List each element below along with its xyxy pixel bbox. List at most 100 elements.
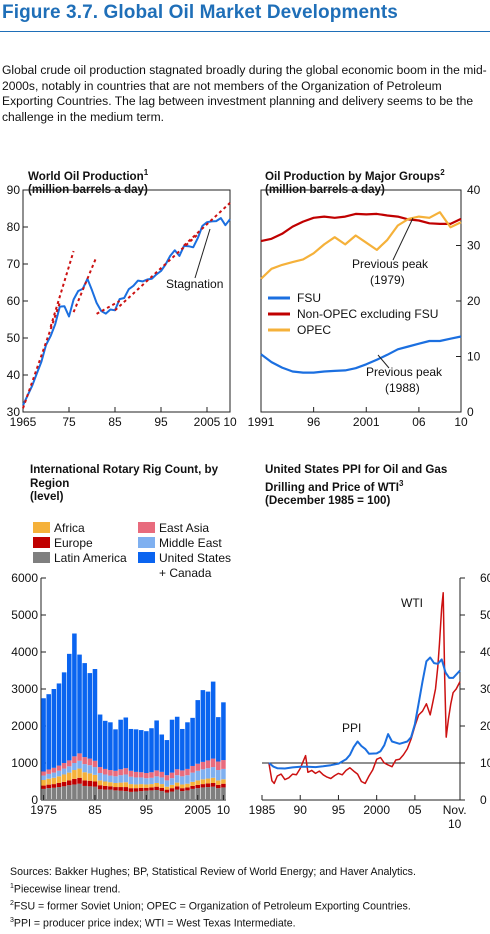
rig-bar-segment [46,788,51,800]
rig-bar-segment [174,782,180,787]
rig-bar-segment [221,787,226,800]
rig-bar-segment [92,767,98,775]
y-tick-label: 5000 [11,608,38,622]
y-tick-label: 2000 [11,719,38,733]
rig-bar-segment [164,775,170,781]
previous-peak-leader [377,354,390,369]
rig-bar-segment [144,784,149,788]
y-tick-label: 30 [7,405,21,419]
rig-bar-segment [174,789,180,800]
rig-bar-segment [108,770,113,776]
rig-bar-segment [61,672,67,763]
stagnation-leader [194,228,211,279]
rig-bar-segment [174,716,180,770]
rig-bar-segment [113,782,118,788]
rig-bar-segment [190,781,195,786]
rig-bar-segment [56,782,62,788]
legend-label: Latin America [54,551,127,565]
world-production-line [22,217,231,406]
rig-bar-segment [133,791,139,800]
rig-bar-segment [118,790,123,800]
rig-bar-segment [46,784,51,789]
rig-bar-segment [164,792,170,800]
rig-bar-segment [169,772,175,779]
rig-bar-segment [77,783,82,800]
previous-peak-label: Previous peak [366,365,443,379]
y-tick-label: 0 [480,793,487,807]
footnote-mark: 3 [10,916,14,924]
rig-bar-segment [144,778,149,785]
rig-bar-segment [56,776,62,783]
rig-bar-segment [164,740,170,776]
rig-bar-segment [200,779,206,785]
rig-count-title-line1: International Rotary Rig Count, by [30,463,219,476]
rig-bar-segment [185,775,190,784]
y-tick-label: 100 [480,756,490,770]
rig-bar-segment [77,654,82,754]
rig-bar-segment [77,753,82,761]
legend-swatch [138,537,155,548]
rig-bar-segment [169,784,175,789]
rig-bar-segment [195,763,201,771]
rig-bar-segment [51,767,57,773]
x-tick-label: 10 [217,803,231,817]
series-line-fsu [260,335,462,374]
rig-bar-segment [108,786,113,790]
rig-bar-segment [82,764,87,773]
rig-bar-segment [195,780,201,785]
sources-line: Sources: Bakker Hughes; BP, Statistical … [10,866,416,878]
legend-swatch [138,552,155,563]
wti-label: WTI [401,596,423,610]
rig-bar-segment [210,758,216,768]
rig-bar-segment [113,790,118,800]
rig-bar-segment [61,781,67,787]
rig-bar-segment [82,772,87,781]
sources-block: Sources: Bakker Hughes; BP, Statistical … [10,866,490,931]
x-tick-label: 06 [412,415,426,429]
stagnation-label: Stagnation [166,277,223,291]
y-tick-label: 40 [7,368,21,382]
y-tick-label: 80 [7,220,21,234]
rig-bar-segment [221,702,226,761]
footnote-mark: 2 [440,168,445,177]
rig-bar-segment [108,782,113,787]
legend-label: Middle East [159,536,222,550]
rig-bar-segment [195,700,201,764]
rig-bar-segment [102,768,108,775]
rig-bar-segment [61,763,67,769]
y-tick-label: 6000 [11,571,38,585]
rig-bar-segment [154,782,159,787]
rig-bar-segment [205,778,211,784]
rig-bar-segment [66,766,72,773]
legend-swatch [138,522,155,533]
rig-bar-segment [133,771,139,778]
rig-bar-segment [72,633,77,757]
rig-bar-segment [72,756,77,763]
rig-bar-segment [190,765,195,773]
rig-bar-segment [61,786,67,800]
rig-bar-segment [138,787,144,792]
rig-bar-segment [210,782,216,787]
trend-segment [22,302,61,409]
rig-bar-segment [113,770,118,777]
rig-bar-segment [210,681,216,759]
x-tick-label: 96 [307,415,321,429]
rig-bar-segment [113,729,118,771]
rig-bar-segment [77,760,82,769]
rig-bar-segment [185,722,190,769]
previous-peak-label: Previous peak [352,257,429,271]
previous-peak-leader [392,217,414,261]
footnote-mark: 1 [10,882,14,890]
legend-label: FSU [297,291,321,305]
rig-bar-segment [216,784,221,789]
legend-label: East Asia [159,521,209,535]
rig-bar-segment [102,774,108,782]
wti-line [268,592,461,785]
rig-bar-segment [92,774,98,782]
rig-bar-segment [123,791,129,800]
rig-bar-segment [138,791,144,800]
title-rule [0,31,490,32]
rig-bar-segment [159,777,165,785]
rig-bar-segment [133,777,139,785]
footnote-mark: 2 [10,899,14,907]
